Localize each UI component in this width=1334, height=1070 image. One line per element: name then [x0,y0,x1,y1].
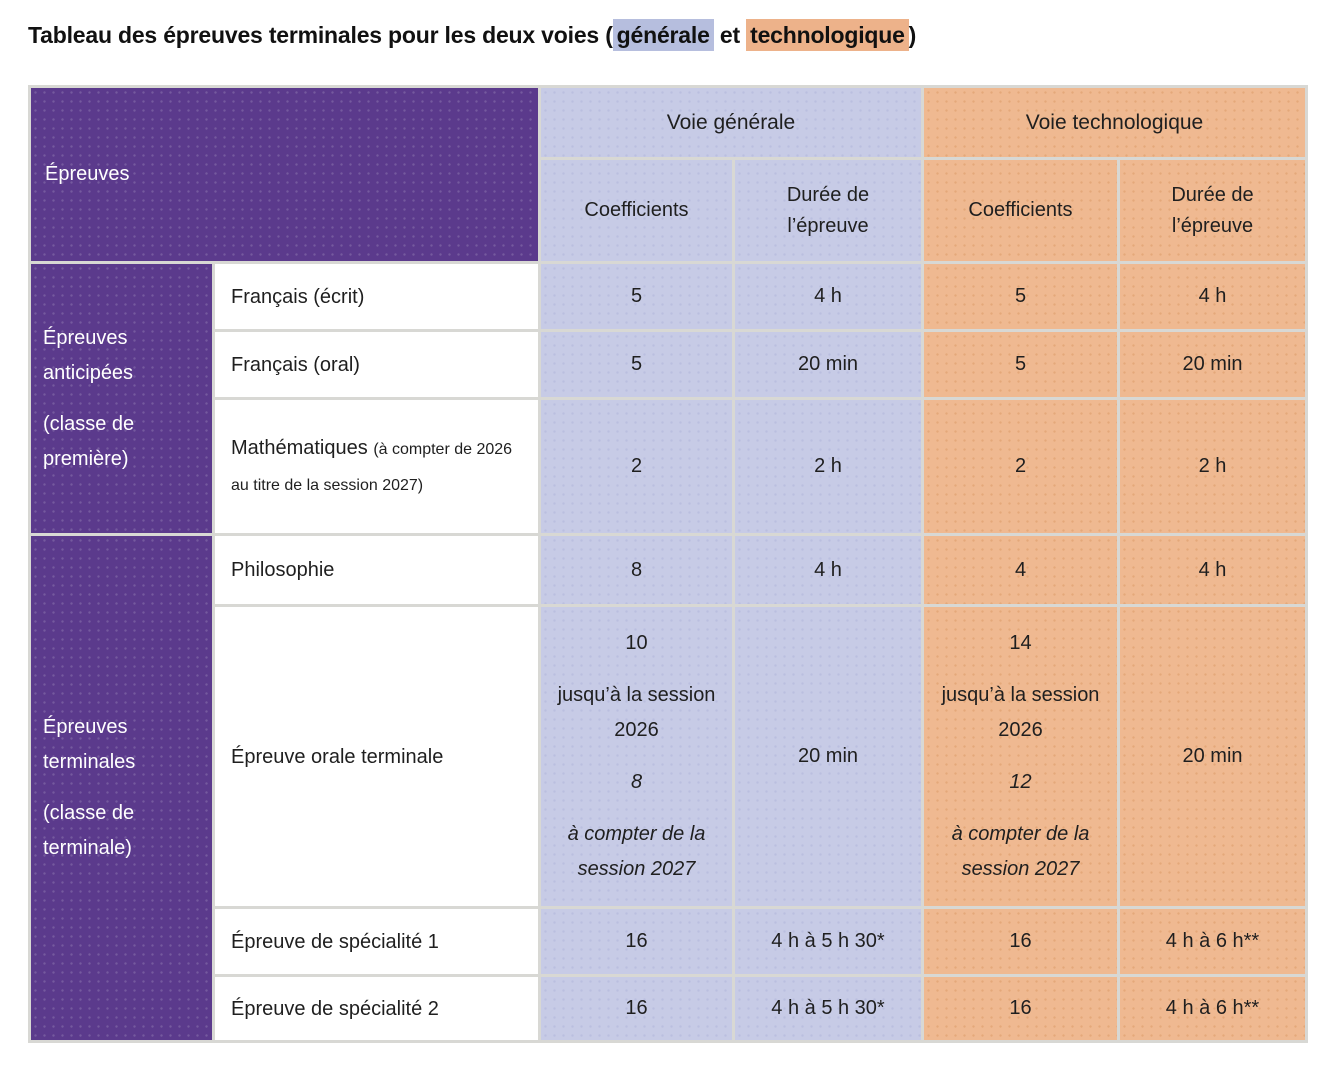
header-vg-coefficients: Coefficients [541,160,732,261]
group-label-line1: Épreuves anticipées [43,326,134,384]
coef-value-from-2027: 8 [630,771,643,793]
table-row: Épreuve orale terminale 10 jusqu’à la se… [31,607,1305,906]
coef-note-from-2027: à compter de la session 2027 [567,823,706,880]
cell-vg-duree: 4 h à 5 h 30* [735,977,921,1040]
cell-vt-duree: 20 min [1120,607,1305,906]
cell-vt-coef: 2 [924,400,1117,533]
exams-table: Épreuves Voie générale Voie technologiqu… [28,85,1308,1043]
table-row: Épreuves terminales (classe de terminale… [31,536,1305,1040]
cell-vt-duree: 4 h à 6 h** [1120,909,1305,974]
cell-vg-coef: 10 jusqu’à la session 2026 8 à compter d… [541,607,732,906]
table-row: Mathématiques (à compter de 2026 au titr… [31,400,1305,533]
table-row: Épreuve de spécialité 1 16 4 h à 5 h 30*… [31,909,1305,974]
row-label: Épreuve de spécialité 1 [215,909,538,974]
group-label-line2: (classe de terminale) [43,802,135,859]
header-vg-duree: Durée de l’épreuve [735,160,921,261]
header-vt-coefficients: Coefficients [924,160,1117,261]
cell-vt-duree: 20 min [1120,332,1305,397]
title-part1: Tableau des épreuves terminales pour les… [28,22,613,48]
header-voie-generale: Voie générale [541,88,921,157]
row-label: Français (oral) [215,332,538,397]
cell-vt-coef: 5 [924,264,1117,329]
row-label-main: Mathématiques [231,436,368,459]
cell-vg-coef: 8 [541,536,732,604]
cell-vt-coef: 16 [924,977,1117,1040]
header-vt-duree: Durée de l’épreuve [1120,160,1305,261]
cell-vt-duree: 4 h à 6 h** [1120,977,1305,1040]
page-title: Tableau des épreuves terminales pour les… [28,19,1334,51]
cell-vg-duree: 4 h [735,536,921,604]
cell-vg-duree: 4 h à 5 h 30* [735,909,921,974]
row-label-note: (à compter de 2026 au titre de la sessio… [231,440,513,494]
cell-vg-coef: 16 [541,977,732,1040]
header-voie-technologique: Voie technologique [924,88,1305,157]
row-label: Philosophie [215,536,538,604]
group-epreuves-terminales: Épreuves terminales (classe de terminale… [31,536,212,1040]
group-label-line2: (classe de première) [43,412,135,470]
row-label: Épreuve de spécialité 2 [215,977,538,1040]
page: Tableau des épreuves terminales pour les… [28,19,1334,1043]
coef-note-until-2026: jusqu’à la session 2026 [941,684,1100,741]
title-part3: ) [908,22,917,48]
coef-value-until-2026: 14 [1009,632,1032,654]
title-highlight-technologique: technologique [746,19,909,51]
cell-vg-coef: 2 [541,400,732,533]
cell-vt-duree: 4 h [1120,264,1305,329]
coef-note-from-2027: à compter de la session 2027 [951,823,1090,880]
coef-value-from-2027: 12 [1009,771,1032,793]
row-label: Mathématiques (à compter de 2026 au titr… [215,400,538,533]
row-label: Français (écrit) [215,264,538,329]
corner-header-epreuves: Épreuves [31,88,538,261]
cell-vg-coef: 5 [541,332,732,397]
cell-vg-coef: 16 [541,909,732,974]
cell-vt-duree: 4 h [1120,536,1305,604]
cell-vt-coef: 4 [924,536,1117,604]
group-epreuves-anticipees: Épreuves anticipées (classe de première) [31,264,212,533]
table-row: Épreuve de spécialité 2 16 4 h à 5 h 30*… [31,977,1305,1040]
cell-vg-duree: 4 h [735,264,921,329]
table-row: Épreuves anticipées (classe de première)… [31,264,1305,533]
cell-vg-duree: 2 h [735,400,921,533]
table-row: Français (oral) 5 20 min 5 20 min [31,332,1305,397]
title-highlight-generale: générale [612,19,714,51]
cell-vt-coef: 14 jusqu’à la session 2026 12 à compter … [924,607,1117,906]
row-label: Épreuve orale terminale [215,607,538,906]
cell-vg-duree: 20 min [735,332,921,397]
cell-vg-duree: 20 min [735,607,921,906]
title-part2: et [713,22,747,48]
coef-note-until-2026: jusqu’à la session 2026 [557,684,716,741]
cell-vt-duree: 2 h [1120,400,1305,533]
group-label-line1: Épreuves terminales [43,716,136,773]
cell-vt-coef: 5 [924,332,1117,397]
coef-value-until-2026: 10 [625,632,648,654]
cell-vt-coef: 16 [924,909,1117,974]
cell-vg-coef: 5 [541,264,732,329]
